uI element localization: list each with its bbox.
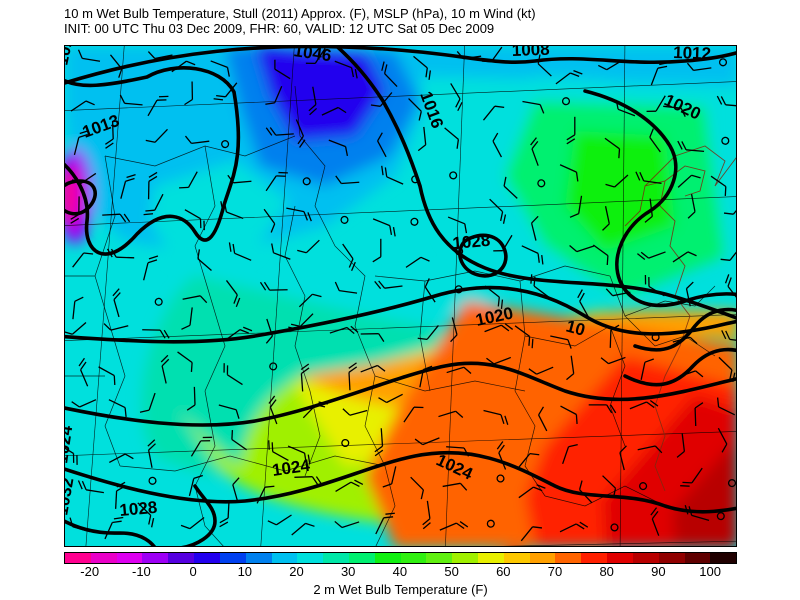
svg-text:1028: 1028 — [119, 498, 158, 520]
svg-text:1028: 1028 — [452, 231, 491, 253]
svg-text:1008: 1008 — [511, 46, 549, 60]
svg-text:1012: 1012 — [673, 46, 711, 63]
